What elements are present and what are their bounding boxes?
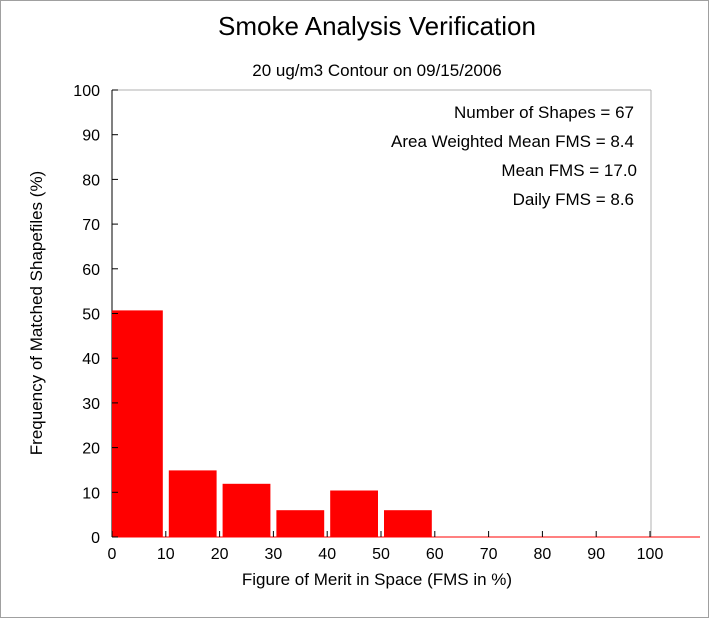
x-tick-label: 20 (211, 546, 229, 563)
chart-subtitle: 20 ug/m3 Contour on 09/15/2006 (252, 61, 502, 80)
x-tick-label: 40 (318, 546, 336, 563)
plot-area (111, 89, 652, 537)
y-tick-label: 50 (82, 307, 100, 324)
y-tick-label: 100 (73, 83, 100, 100)
y-tick-label: 80 (82, 172, 100, 189)
x-tick-label: 0 (108, 546, 117, 563)
stats-annotations: Number of Shapes = 67 Area Weighted Mean … (391, 103, 637, 209)
x-tick-label: 60 (426, 546, 444, 563)
annotation-3: Mean FMS = 17.0 (501, 161, 637, 180)
x-tick-label: 90 (587, 546, 605, 563)
x-tick-label: 70 (480, 546, 498, 563)
y-axis-label: Frequency of Matched Shapefiles (%) (27, 171, 46, 455)
bar-group (112, 310, 700, 538)
bar-20 (222, 483, 271, 537)
bar-50 (384, 510, 432, 537)
chart-title: Smoke Analysis Verification (218, 11, 536, 41)
x-tick-label: 80 (534, 546, 552, 563)
x-tick-label: 30 (265, 546, 283, 563)
annotation-4: Daily FMS = 8.6 (513, 190, 634, 209)
annotation-1: Number of Shapes = 67 (454, 103, 634, 122)
annotation-2: Area Weighted Mean FMS = 8.4 (391, 132, 634, 151)
y-tick-label: 10 (82, 485, 100, 502)
bar-30 (276, 510, 325, 537)
y-tick-label: 70 (82, 217, 100, 234)
bar-0 (112, 310, 163, 537)
y-tick-label: 60 (82, 262, 100, 279)
y-tick-label: 0 (91, 530, 100, 547)
x-axis: 0 10 20 30 40 50 60 70 80 90 100 (108, 531, 664, 563)
bar-10 (168, 470, 217, 537)
y-axis: 0 10 20 30 40 50 60 70 80 90 100 (73, 83, 118, 547)
y-tick-label: 90 (82, 128, 100, 145)
x-tick-label: 10 (157, 546, 175, 563)
x-tick-label: 100 (637, 546, 664, 563)
bar-40 (330, 490, 378, 537)
x-tick-label: 50 (372, 546, 390, 563)
y-tick-label: 40 (82, 351, 100, 368)
y-tick-label: 30 (82, 396, 100, 413)
x-axis-label: Figure of Merit in Space (FMS in %) (242, 570, 512, 589)
y-tick-label: 20 (82, 441, 100, 458)
